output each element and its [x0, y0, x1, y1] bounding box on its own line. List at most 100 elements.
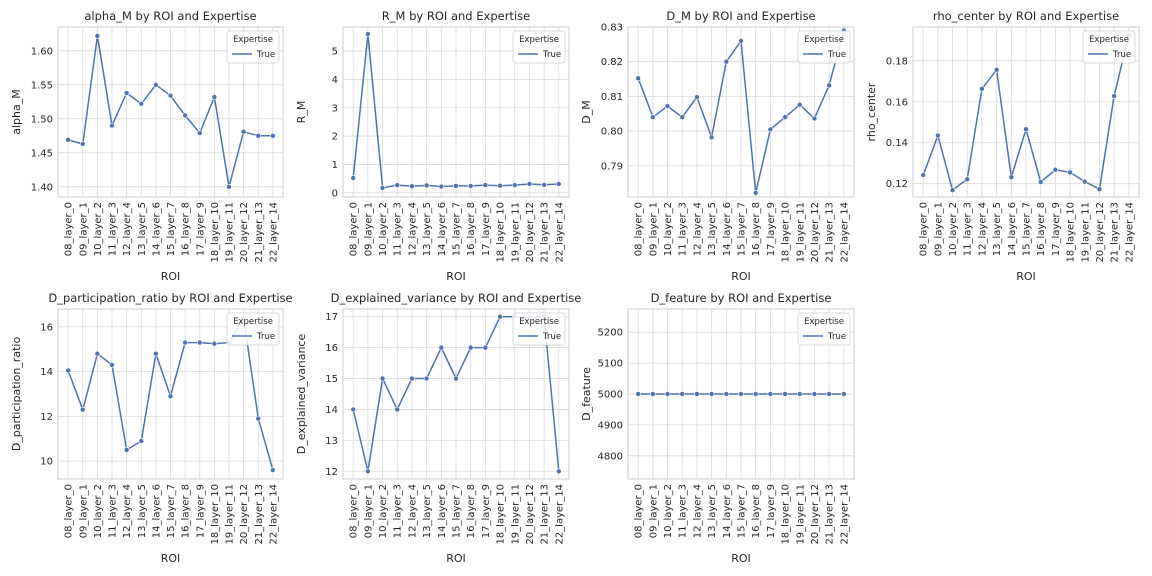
x-tick-label: 13_layer_5 [707, 484, 718, 538]
data-point [94, 33, 101, 39]
x-tick-label: 09_layer_1 [363, 484, 374, 538]
x-tick-label: 14_layer_6 [437, 484, 448, 538]
legend: Expertise True [797, 30, 851, 64]
y-tick-label: 12 [40, 412, 53, 423]
data-point [123, 447, 130, 453]
data-point [365, 468, 371, 475]
data-point [1037, 179, 1044, 185]
data-point [526, 181, 533, 187]
legend-title: Expertise [804, 317, 844, 327]
x-tick-label: 18_layer_10 [1066, 202, 1077, 263]
y-tick-label: 1.50 [31, 114, 53, 125]
x-tick-label: 14_layer_6 [722, 202, 733, 256]
data-point [635, 391, 641, 397]
legend-entry: True [542, 332, 561, 342]
data-point [723, 58, 730, 65]
data-point [708, 391, 715, 397]
legend: Expertise True [797, 312, 851, 346]
y-tick-label: 1.45 [31, 148, 53, 159]
y-tick-label: 10 [40, 457, 53, 468]
data-point [738, 38, 744, 44]
y-tick-label: 3 [332, 103, 338, 114]
data-point [394, 406, 401, 413]
x-tick-label: 09_layer_1 [933, 202, 944, 256]
y-tick-label: 4900 [598, 420, 623, 431]
data-point [979, 86, 985, 92]
x-tick-label: 10_layer_2 [93, 202, 104, 256]
x-tick-label: 21_layer_13 [540, 202, 551, 263]
data-point [94, 350, 101, 357]
y-tick-label: 5 [332, 47, 338, 58]
data-point [138, 101, 145, 107]
y-tick-label: 0.81 [601, 92, 623, 103]
subplot-4: 0.12 0.14 0.16 0.18 08_layer_0 09_layer_1 10_l… [865, 9, 1140, 283]
x-tick-label: 15_layer_7 [737, 484, 748, 538]
subplot-title: alpha_M by ROI and Expertise [84, 9, 256, 23]
y-axis-label: D_feature [580, 367, 593, 421]
x-tick-label: 20_layer_12 [810, 202, 821, 263]
data-point [841, 391, 847, 397]
x-tick-label: 17_layer_9 [766, 484, 777, 538]
legend-box [226, 312, 280, 346]
subplot-2: 0 1 2 3 4 5 08_layer_0 09_layer_1 10_layer_2 11_l… [295, 9, 570, 283]
x-tick-label: 17_layer_9 [195, 484, 206, 538]
series-true [920, 32, 1132, 194]
data-point [694, 94, 700, 100]
data-point [138, 438, 145, 444]
x-tick-label: 13_layer_5 [422, 202, 433, 256]
x-axis-label: ROI [161, 270, 181, 283]
data-point [153, 82, 159, 88]
x-tick-label: 10_layer_2 [93, 484, 104, 538]
x-tick-label: 13_layer_5 [137, 202, 148, 256]
x-axis-label: ROI [446, 270, 466, 283]
y-tick-label: 4800 [598, 451, 623, 462]
y-tick-label: 14 [325, 405, 338, 416]
data-point [196, 130, 203, 136]
y-tick-label: 5000 [598, 390, 623, 401]
data-point [482, 344, 489, 351]
legend-title: Expertise [233, 35, 273, 45]
x-tick-label: 20_layer_12 [239, 202, 250, 263]
x-tick-label: 18_layer_10 [781, 202, 792, 263]
data-point [438, 344, 445, 351]
y-tick-label: 17 [325, 312, 338, 323]
x-tick-label: 15_layer_7 [737, 202, 748, 256]
data-point [664, 391, 671, 397]
data-point [109, 362, 115, 368]
data-point [423, 375, 430, 382]
legend: Expertise True [512, 312, 566, 346]
x-tick-label: 11_layer_3 [108, 202, 119, 256]
y-tick-label: 4 [332, 75, 338, 86]
x-tick-label: 17_layer_9 [481, 202, 492, 256]
subplot-title: R_M by ROI and Expertise [382, 9, 530, 23]
x-axis-label: ROI [161, 552, 181, 565]
x-axis-label: ROI [1016, 270, 1036, 283]
y-axis-label: D_participation_ratio [10, 337, 23, 452]
data-point [541, 182, 547, 188]
x-tick-label: 14_layer_6 [722, 484, 733, 538]
data-point [679, 114, 686, 121]
y-tick-label: 0.14 [886, 138, 908, 149]
data-point [949, 187, 956, 194]
x-tick-label: 16_layer_8 [1036, 202, 1047, 256]
data-point [679, 391, 686, 397]
data-point [993, 67, 1000, 73]
data-point [409, 375, 415, 382]
data-point [826, 391, 832, 397]
x-tick-label: 11_layer_3 [678, 484, 689, 538]
x-tick-label: 19_layer_11 [795, 202, 806, 263]
x-tick-label: 14_layer_6 [151, 202, 162, 256]
x-tick-label: 22_layer_14 [554, 202, 565, 263]
x-tick-label: 17_layer_9 [766, 202, 777, 256]
x-tick-label: 20_layer_12 [525, 484, 536, 545]
x-tick-label: 15_layer_7 [452, 484, 463, 538]
data-point [182, 112, 188, 119]
data-point [467, 183, 474, 189]
x-tick-label: 12_layer_4 [692, 202, 703, 256]
data-point [752, 190, 759, 196]
legend-title: Expertise [519, 317, 559, 327]
x-tick-label: 13_layer_5 [422, 484, 433, 538]
y-tick-label: 15 [325, 374, 338, 385]
data-point [920, 172, 926, 178]
data-point [796, 101, 803, 108]
